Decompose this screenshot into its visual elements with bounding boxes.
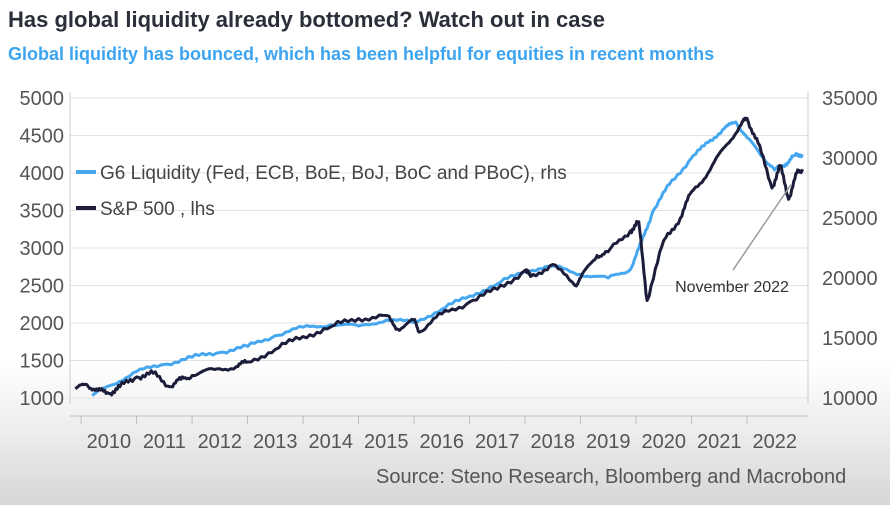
- x-tick-label: 2017: [475, 431, 520, 453]
- x-tick-label: 2022: [752, 431, 797, 453]
- source-note: Source: Steno Research, Bloomberg and Ma…: [376, 466, 847, 488]
- x-tick-label: 2013: [253, 431, 298, 453]
- x-tick-label: 2019: [586, 431, 631, 453]
- annotation-label: November 2022: [675, 279, 789, 296]
- y-left-tick-label: 2000: [20, 313, 65, 335]
- y-left-tick-label: 4000: [20, 163, 65, 185]
- x-tick-label: 2020: [641, 431, 686, 453]
- y-right-tick-label: 30000: [822, 148, 878, 170]
- y-left-tick-label: 2500: [20, 276, 65, 298]
- x-tick-label: 2018: [531, 431, 576, 453]
- y-left-tick-label: 4500: [20, 126, 65, 148]
- x-tick-label: 2021: [697, 431, 742, 453]
- y-right-tick-label: 10000: [822, 388, 878, 410]
- series-line-g6-liquidity: [91, 120, 804, 397]
- y-right-tick-label: 35000: [822, 88, 878, 110]
- chart-title: Has global liquidity already bottomed? W…: [8, 7, 605, 32]
- legend-label-sp500: S&P 500 , lhs: [100, 199, 215, 220]
- y-right-tick-label: 25000: [822, 208, 878, 230]
- y-left-tick-label: 1500: [20, 351, 65, 373]
- x-tick-label: 2014: [309, 431, 354, 453]
- x-tick-label: 2010: [87, 431, 132, 453]
- x-tick-label: 2015: [364, 431, 409, 453]
- legend-label-g6-liquidity: G6 Liquidity (Fed, ECB, BoE, BoJ, BoC an…: [100, 163, 567, 184]
- y-left-tick-label: 1000: [20, 388, 65, 410]
- y-left-tick-label: 3000: [20, 238, 65, 260]
- annotation-pointer: [732, 184, 792, 271]
- y-right-tick-label: 15000: [822, 328, 878, 350]
- y-left-tick-label: 5000: [20, 88, 65, 110]
- series-line-sp500: [74, 116, 804, 397]
- x-tick-label: 2016: [420, 431, 465, 453]
- y-right-tick-label: 20000: [822, 268, 878, 290]
- x-tick-label: 2011: [143, 431, 186, 453]
- chart-subtitle: Global liquidity has bounced, which has …: [8, 44, 715, 64]
- y-left-tick-label: 3500: [20, 201, 65, 223]
- x-tick-label: 2012: [198, 431, 243, 453]
